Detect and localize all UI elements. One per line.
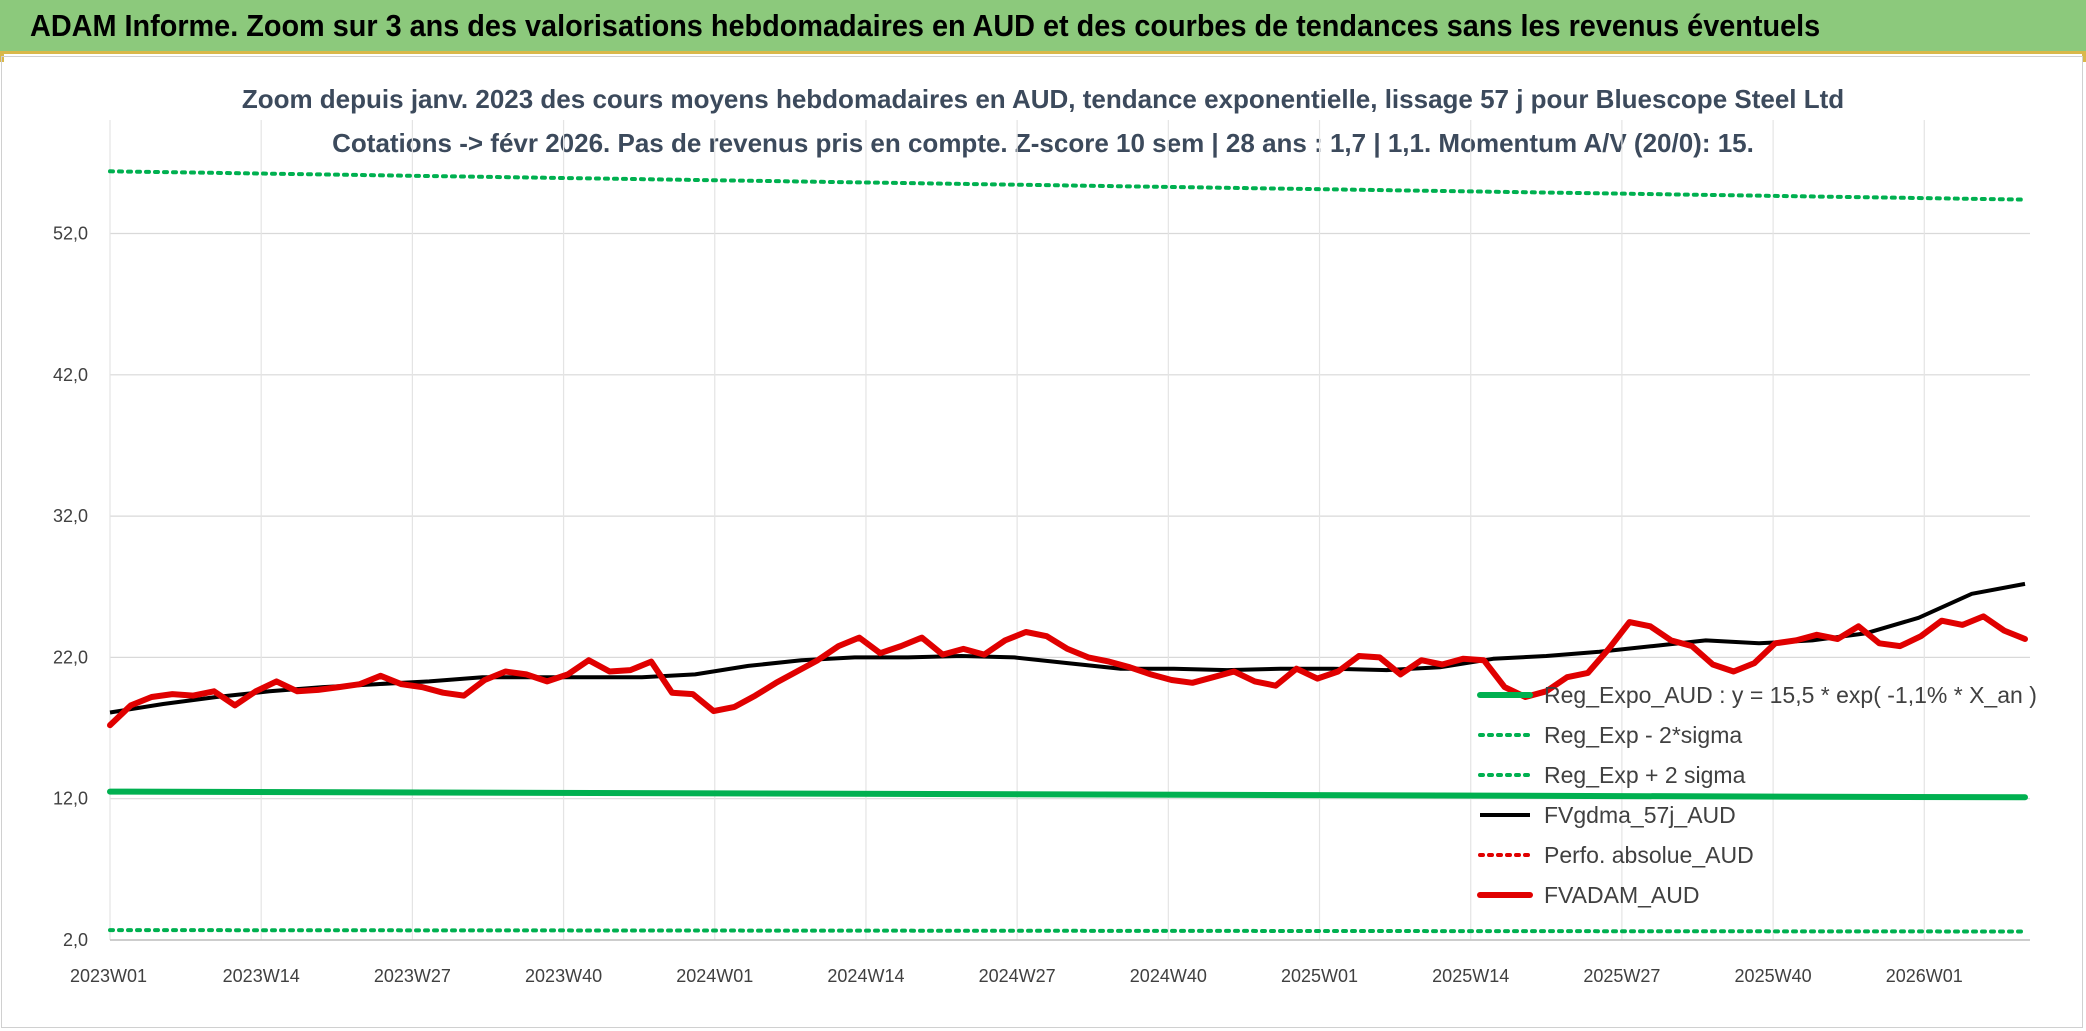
series-line-fvadam_aud: [107, 613, 2028, 729]
header-bar: ADAM Informe. Zoom sur 3 ans des valoris…: [0, 0, 2086, 54]
y-axis: 2,0 12,0 22,0 32,0 42,0 52,0: [53, 224, 88, 951]
legend-label: FVgdma_57j_AUD: [1544, 802, 1736, 828]
series-lines: [107, 169, 2028, 934]
legend-label: FVADAM_AUD: [1544, 882, 1700, 908]
x-tick-label: 2024W27: [979, 966, 1056, 986]
grid: [109, 120, 2030, 941]
x-tick-label: 2024W40: [1130, 966, 1207, 986]
x-tick-label: 2025W01: [1281, 966, 1358, 986]
x-tick-label: 2025W14: [1432, 966, 1509, 986]
y-tick-label: 42,0: [53, 365, 88, 385]
x-tick-label: 2023W14: [223, 966, 300, 986]
series-line-fvgdma_57j_aud: [109, 581, 2026, 715]
chart-title-line2: Cotations -> févr 2026. Pas de revenus p…: [332, 128, 1754, 158]
y-tick-label: 12,0: [53, 789, 88, 809]
chart-frame: [1, 56, 2083, 1028]
x-tick-label: 2025W40: [1735, 966, 1812, 986]
x-axis: 2023W01 2023W14 2023W27 2023W40 2024W01 2024W…: [70, 966, 1963, 986]
left-edge-accent: [0, 54, 4, 62]
x-tick-label: 2024W01: [676, 966, 753, 986]
right-edge-accent: [2082, 54, 2086, 62]
y-tick-label: 52,0: [53, 224, 88, 244]
y-tick-label: 32,0: [53, 506, 88, 526]
legend-label: Reg_Exp - 2*sigma: [1544, 722, 1742, 748]
x-tick-label: 2023W40: [525, 966, 602, 986]
chart-title-line1: Zoom depuis janv. 2023 des cours moyens …: [241, 84, 1845, 114]
x-tick-label: 2024W14: [827, 966, 904, 986]
x-tick-label: 2026W01: [1886, 966, 1963, 986]
legend-label: Reg_Exp + 2 sigma: [1544, 762, 1746, 788]
series-line-reg_exp: [108, 928, 2027, 934]
y-tick-label: 2,0: [63, 930, 88, 950]
legend-label: Reg_Expo_AUD : y = 15,5 * exp( -1,1% * X…: [1544, 682, 2037, 708]
legend-label: Perfo. absolue_AUD: [1544, 842, 1754, 868]
x-tick-label: 2023W01: [70, 966, 147, 986]
y-tick-label: 22,0: [53, 647, 88, 667]
x-tick-label: 2025W27: [1583, 966, 1660, 986]
header-title: ADAM Informe. Zoom sur 3 ans des valoris…: [30, 8, 1821, 43]
series-line-reg_expo_aud: [107, 788, 2028, 801]
legend: Reg_Expo_AUD : y = 15,5 * exp( -1,1% * X…: [1477, 682, 2037, 908]
x-tick-label: 2023W27: [374, 966, 451, 986]
series-line-reg_exp: [108, 169, 2027, 202]
